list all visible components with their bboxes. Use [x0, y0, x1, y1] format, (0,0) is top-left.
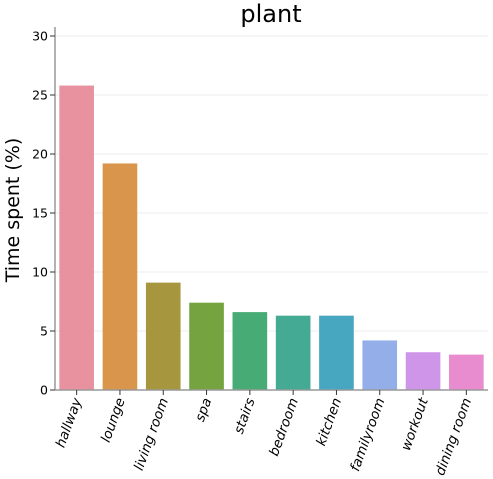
y-tick-label: 5 — [40, 324, 48, 339]
x-ticks: hallway lounge living room spa stairs bedroom… — [53, 390, 475, 478]
y-ticks: 0 5 10 15 20 25 30 — [32, 29, 55, 398]
bar-familyroom — [362, 340, 398, 390]
y-axis-label: Time spent (%) — [2, 138, 24, 284]
y-tick-label: 25 — [32, 88, 48, 103]
x-tick-label: dining room — [432, 396, 475, 478]
y-tick-label: 30 — [32, 29, 48, 44]
bar-bedroom — [275, 315, 311, 390]
y-tick-label: 10 — [32, 265, 48, 280]
bar-lounge — [102, 163, 138, 390]
y-tick-label: 15 — [32, 206, 48, 221]
x-tick-label: spa — [192, 396, 215, 424]
x-tick-label: hallway — [53, 395, 86, 450]
bar-workout — [405, 352, 441, 390]
bar-living-room — [145, 282, 181, 390]
bar-dining-room — [449, 354, 484, 390]
chart-title: plant — [240, 0, 301, 28]
y-tick-label: 20 — [32, 147, 48, 162]
x-tick-label: lounge — [98, 396, 129, 445]
bar-stairs — [232, 312, 268, 390]
bar-spa — [189, 302, 224, 390]
x-tick-label: stairs — [231, 396, 259, 436]
bars — [59, 85, 484, 390]
x-tick-label: living room — [131, 396, 172, 473]
x-tick-label: kitchen — [313, 396, 345, 448]
x-tick-label: familyroom — [347, 396, 388, 474]
x-tick-label: workout — [398, 395, 432, 453]
bar-kitchen — [319, 315, 354, 390]
axes — [54, 27, 488, 391]
y-tick-label: 0 — [40, 383, 48, 398]
x-tick-label: bedroom — [266, 396, 302, 458]
bar-hallway — [59, 85, 94, 390]
